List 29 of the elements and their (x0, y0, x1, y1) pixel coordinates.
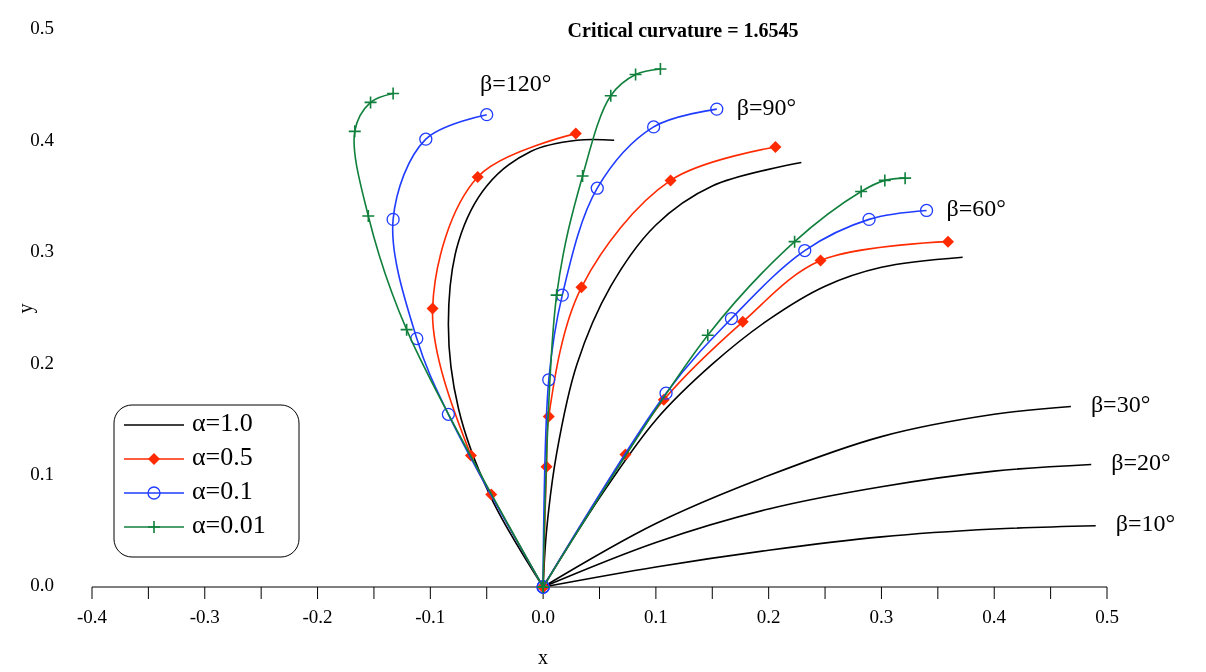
x-tick-label: 0.5 (1095, 606, 1119, 627)
x-tick-label: 0.4 (982, 606, 1007, 627)
x-tick-label: -0.3 (189, 606, 220, 627)
y-tick-label: 0.0 (30, 574, 54, 596)
annotation: β=10° (1115, 510, 1176, 537)
y-tick-label: 0.5 (30, 17, 54, 39)
y-tick-label: 0.3 (30, 240, 54, 262)
y-tick-label: 0.2 (30, 351, 54, 373)
legend-label: α=0.01 (192, 509, 266, 539)
annotation: β=120° (480, 69, 552, 96)
y-axis-title: y (14, 303, 37, 314)
annotation: β=30° (1090, 391, 1151, 418)
x-tick-label: 0.1 (644, 606, 668, 627)
x-tick-label: 0.2 (756, 606, 781, 627)
x-tick-label: -0.1 (415, 606, 446, 627)
x-tick-label: -0.4 (76, 606, 108, 627)
y-tick-label: 0.1 (30, 462, 54, 484)
legend-label: α=1.0 (192, 407, 253, 437)
x-tick-label: -0.2 (302, 606, 333, 627)
annotation: β=60° (946, 194, 1006, 221)
x-tick-label: 0.0 (531, 606, 555, 627)
y-tick-label: 0.4 (30, 128, 55, 150)
chart-title: Critical curvature = 1.6545 (567, 18, 799, 41)
annotation: β=90° (736, 93, 797, 120)
legend-label: α=0.5 (192, 441, 253, 471)
legend-label: α=0.1 (192, 475, 253, 505)
x-tick-label: 0.3 (869, 606, 894, 627)
annotation: β=20° (1111, 448, 1171, 475)
x-axis-title: x (538, 646, 549, 668)
